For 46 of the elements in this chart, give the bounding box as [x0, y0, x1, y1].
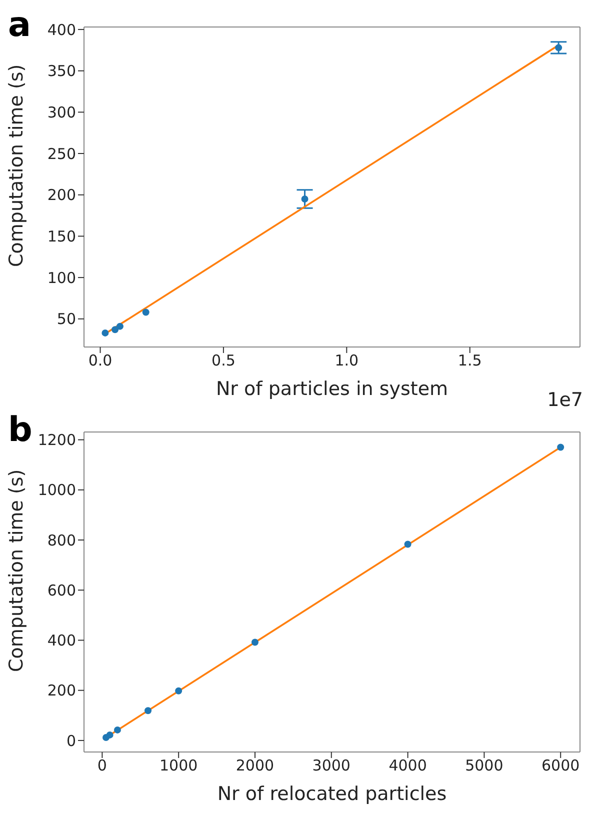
y-axis-title: Computation time (s) — [6, 64, 28, 267]
y-tick-label: 150 — [47, 228, 76, 246]
x-tick-label: 0.0 — [88, 352, 112, 370]
point — [301, 195, 308, 202]
y-tick-label: 1000 — [38, 481, 76, 500]
y-axis-title: Computation time (s) — [6, 469, 28, 672]
y-tick-label: 100 — [47, 268, 76, 287]
x-tick-label: 3000 — [312, 756, 350, 775]
point — [116, 322, 124, 330]
x-tick-label: 5000 — [465, 756, 504, 775]
point — [557, 444, 564, 451]
x-tick-label: 4000 — [388, 756, 427, 775]
point — [555, 44, 562, 52]
y-tick-label: 200 — [47, 682, 76, 700]
point — [112, 326, 119, 334]
x-axis-title: Nr of particles in system — [216, 378, 448, 400]
x-tick-label: 6000 — [542, 756, 580, 775]
point — [102, 329, 109, 336]
x-tick-label: 0.5 — [212, 352, 236, 370]
y-tick-label: 0 — [66, 732, 76, 750]
point — [106, 731, 114, 738]
point — [175, 687, 182, 694]
y-tick-label: 400 — [47, 20, 76, 39]
y-tick-label: 600 — [47, 581, 76, 600]
y-tick-label: 50 — [56, 310, 76, 328]
y-tick-label: 800 — [47, 531, 76, 550]
x-tick-label: 1.0 — [334, 352, 359, 370]
text: 1e7 — [547, 389, 583, 411]
x-tick-label: 1000 — [159, 756, 198, 775]
y-tick-label: 350 — [47, 62, 76, 80]
y-tick-label: 250 — [47, 144, 76, 163]
point — [404, 540, 412, 548]
text: b — [8, 410, 32, 450]
x-tick-label: 2000 — [236, 756, 274, 775]
y-tick-label: 400 — [47, 632, 76, 650]
x-tick-label: 0 — [97, 756, 107, 775]
text: a — [8, 5, 31, 45]
point — [142, 308, 150, 316]
y-tick-label: 1200 — [38, 431, 76, 450]
x-tick-label: 1.5 — [458, 352, 482, 370]
point — [251, 638, 258, 646]
point — [144, 707, 152, 714]
y-tick-label: 200 — [47, 186, 76, 204]
y-tick-label: 300 — [47, 103, 76, 122]
x-axis-title: Nr of relocated particles — [217, 783, 447, 805]
point — [114, 726, 121, 734]
